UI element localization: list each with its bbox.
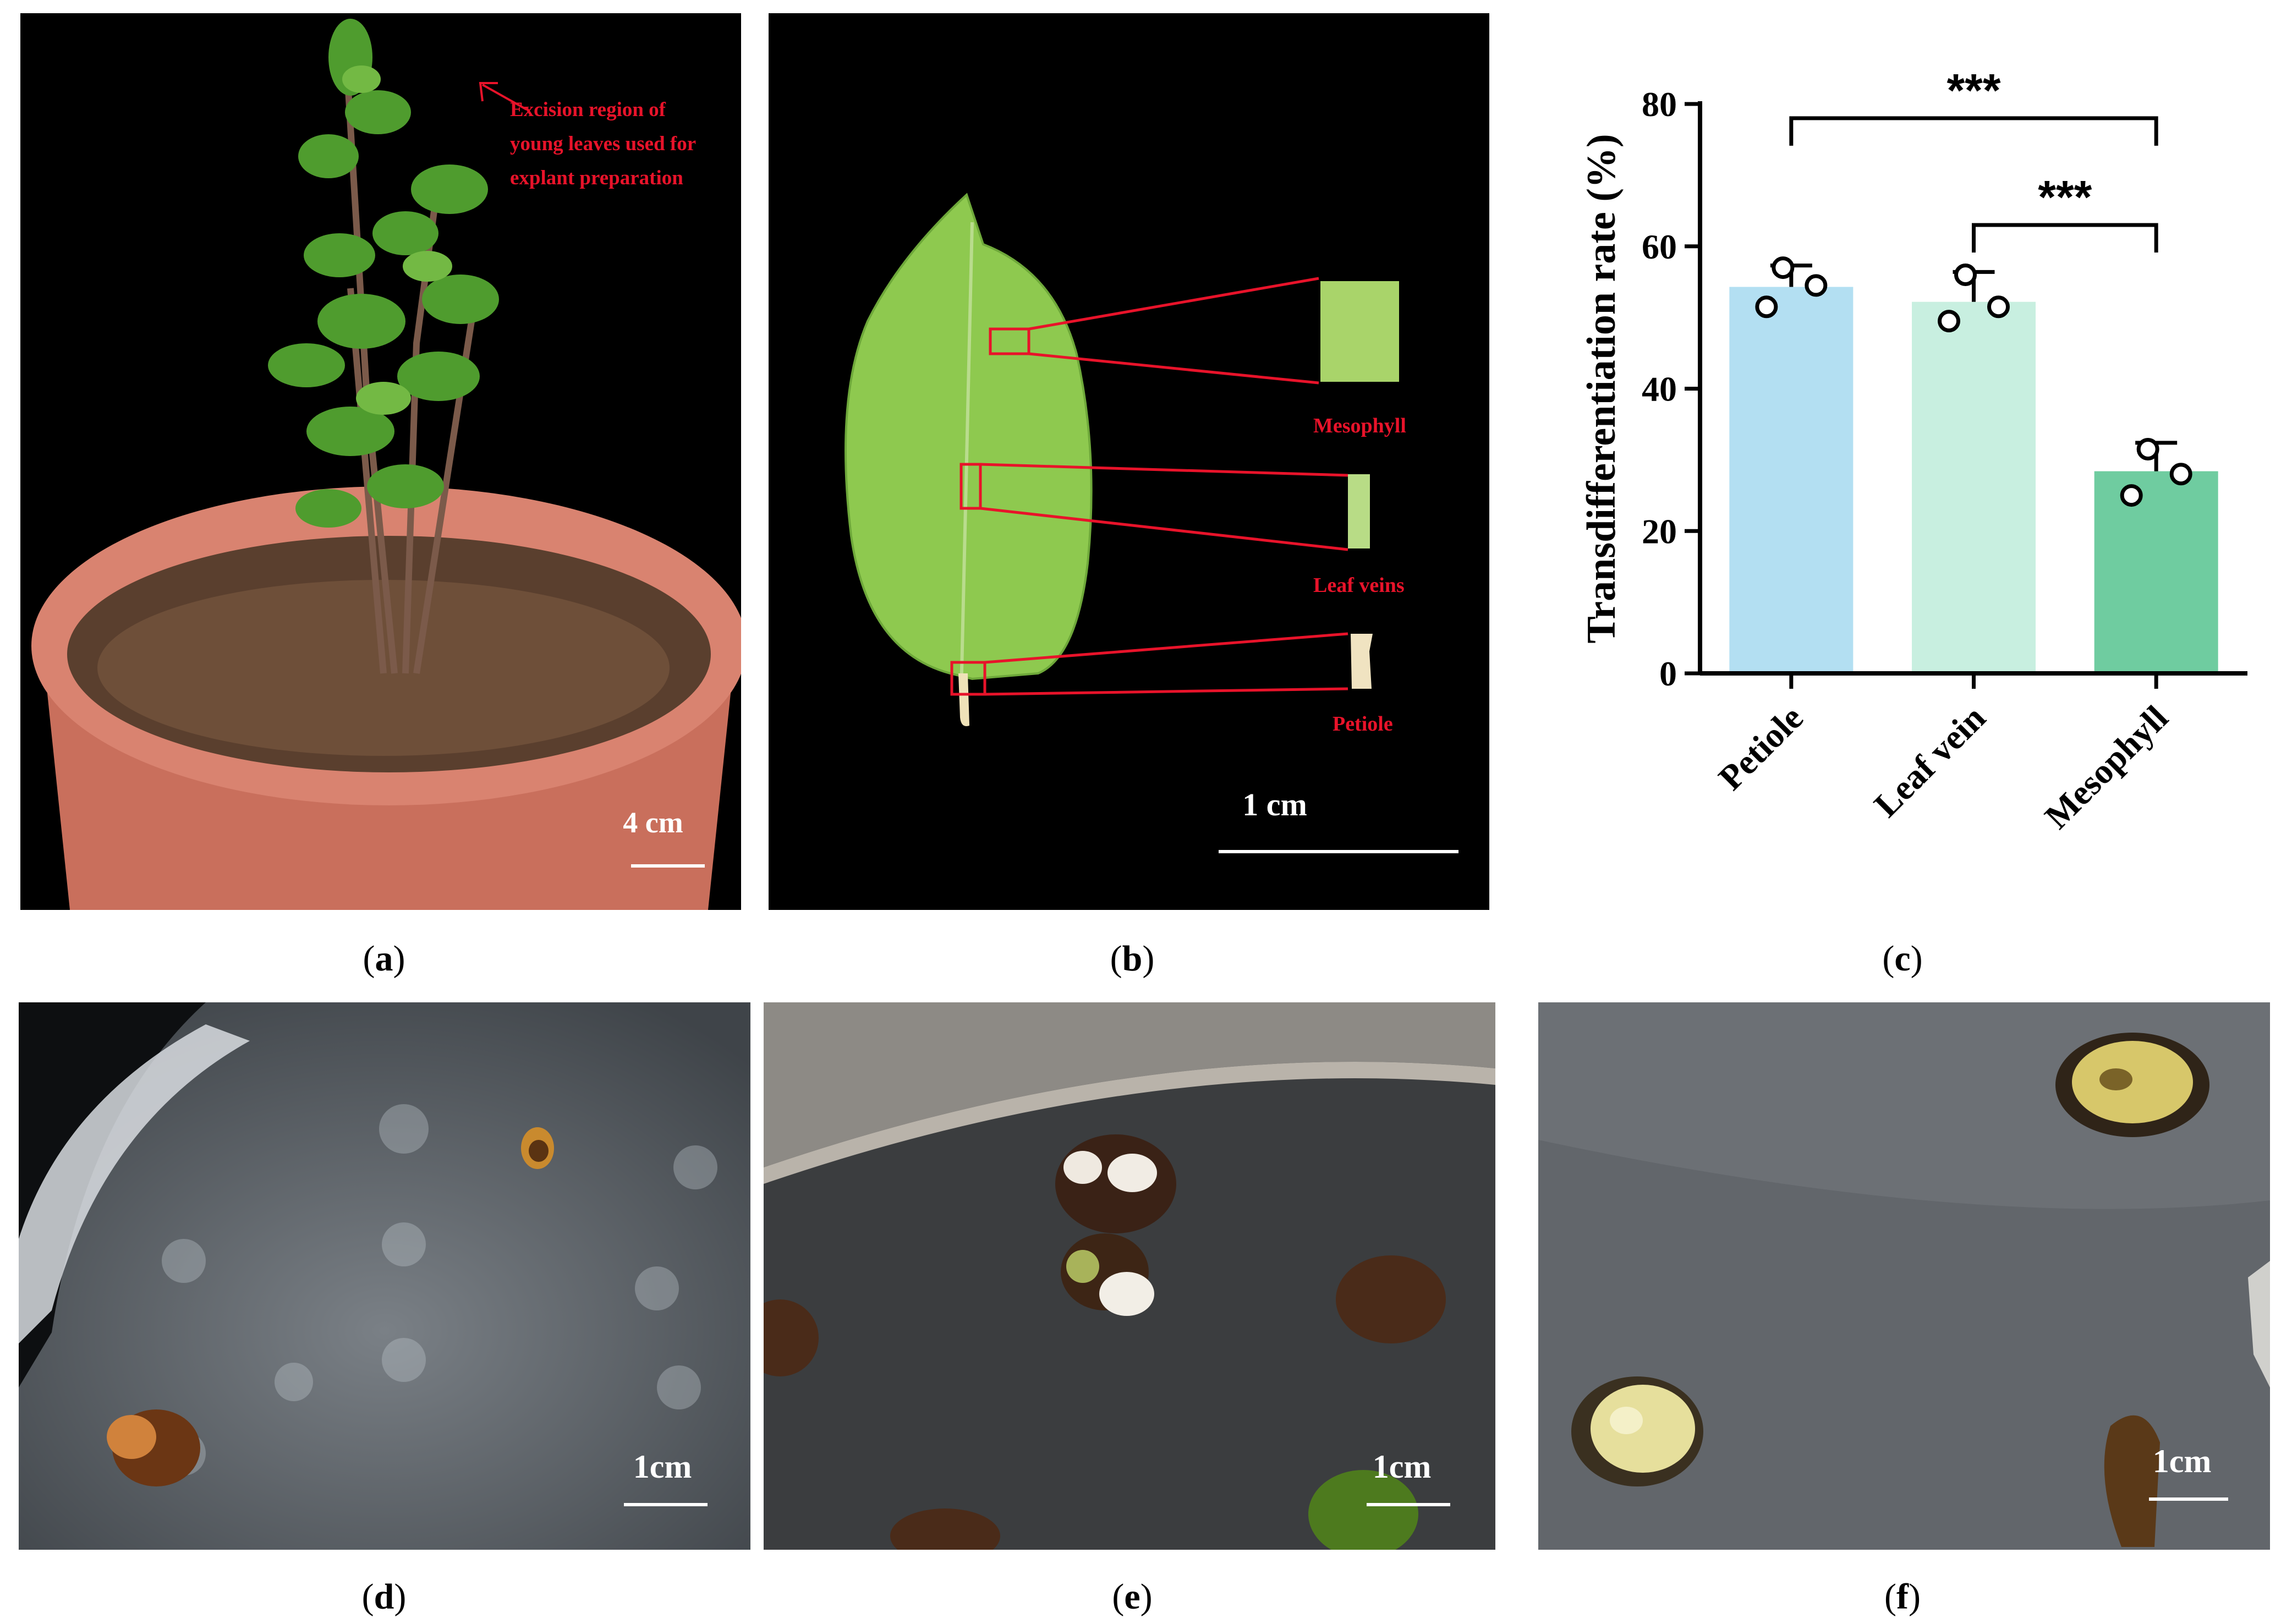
scale-label-e: 1cm bbox=[1372, 1449, 1432, 1485]
data-point bbox=[1987, 295, 2010, 319]
annotation-line-2: young leaves used for bbox=[510, 133, 697, 155]
y-tick-label: 80 bbox=[1642, 85, 1677, 124]
petri-dish-e-illustration bbox=[764, 1002, 1495, 1550]
petri-dish-f-illustration bbox=[1538, 1002, 2270, 1550]
label-leaf-veins: Leaf veins bbox=[1313, 574, 1405, 597]
caption-b: (b) bbox=[1110, 939, 1155, 979]
scale-bar-e bbox=[1367, 1503, 1450, 1506]
leaf-illustration bbox=[845, 193, 1399, 726]
bar-mesophyll bbox=[2094, 471, 2218, 673]
panel-b-leaf-photo: Mesophyll Leaf veins Petiole 1 cm bbox=[769, 13, 1489, 910]
x-tick-label-leaf-vein: Leaf vein bbox=[1866, 698, 1993, 825]
chart-plot-area: 0 20 40 60 80 Petiole Leaf vein Mesophyll Transd… bbox=[1579, 64, 2247, 836]
panel-d-culture-photo: 1cm bbox=[19, 1002, 750, 1550]
significance-bracket bbox=[1972, 223, 2158, 253]
annotation-line-1: Excision region of bbox=[510, 98, 666, 121]
data-point bbox=[1954, 264, 1977, 286]
scale-label-d: 1cm bbox=[633, 1449, 692, 1485]
y-tick-label: 20 bbox=[1642, 512, 1677, 551]
y-tick-label: 0 bbox=[1659, 654, 1677, 693]
potted-plant-illustration bbox=[31, 19, 741, 910]
significance-label: *** bbox=[1946, 64, 2000, 116]
caption-d: (d) bbox=[361, 1577, 407, 1617]
panel-a-plant-photo: Excision region of young leaves used for… bbox=[20, 13, 741, 910]
data-point bbox=[2120, 484, 2143, 507]
data-point bbox=[1755, 295, 1778, 319]
scale-bar-a bbox=[631, 864, 705, 868]
caption-f: (f) bbox=[1884, 1577, 1921, 1617]
label-petiole: Petiole bbox=[1333, 712, 1393, 736]
annotation-line-3: explant preparation bbox=[510, 167, 683, 189]
y-tick-label: 60 bbox=[1642, 227, 1677, 266]
data-point bbox=[2169, 463, 2192, 486]
significance-label: *** bbox=[2038, 171, 2092, 223]
scale-label-f: 1cm bbox=[2152, 1443, 2212, 1479]
y-axis-label: Transdifferentiation rate (%) bbox=[1579, 134, 1624, 643]
panel-c-bar-chart: 0 20 40 60 80 Petiole Leaf vein Mesophyll Transd… bbox=[1579, 64, 2247, 836]
panel-e-culture-photo: 1cm bbox=[764, 1002, 1495, 1550]
scale-bar-d bbox=[624, 1503, 708, 1506]
bar-petiole bbox=[1729, 287, 1854, 673]
data-point bbox=[1938, 310, 1960, 333]
scale-label-b: 1 cm bbox=[1242, 787, 1307, 822]
y-tick-label: 40 bbox=[1642, 370, 1677, 409]
data-point bbox=[2136, 437, 2159, 460]
scale-bar-f bbox=[2149, 1497, 2228, 1501]
scale-label-a: 4 cm bbox=[623, 806, 683, 839]
data-point bbox=[1805, 274, 1828, 297]
label-mesophyll: Mesophyll bbox=[1313, 414, 1406, 437]
x-tick-label-mesophyll: Mesophyll bbox=[2037, 698, 2175, 836]
petri-dish-d-illustration bbox=[19, 1002, 750, 1550]
bar-leaf-vein bbox=[1912, 301, 2036, 673]
excision-annotation: Excision region of young leaves used for… bbox=[510, 93, 741, 195]
annotation-arrow-icon bbox=[479, 82, 527, 111]
caption-c: (c) bbox=[1882, 939, 1923, 979]
data-point bbox=[1772, 256, 1795, 279]
panel-f-culture-photo: 1cm bbox=[1538, 1002, 2270, 1550]
caption-e: (e) bbox=[1112, 1577, 1153, 1617]
significance-bracket bbox=[1789, 116, 2158, 146]
x-tick-label-petiole: Petiole bbox=[1711, 698, 1811, 798]
caption-a: (a) bbox=[363, 939, 405, 979]
scale-bar-b bbox=[1219, 850, 1458, 853]
